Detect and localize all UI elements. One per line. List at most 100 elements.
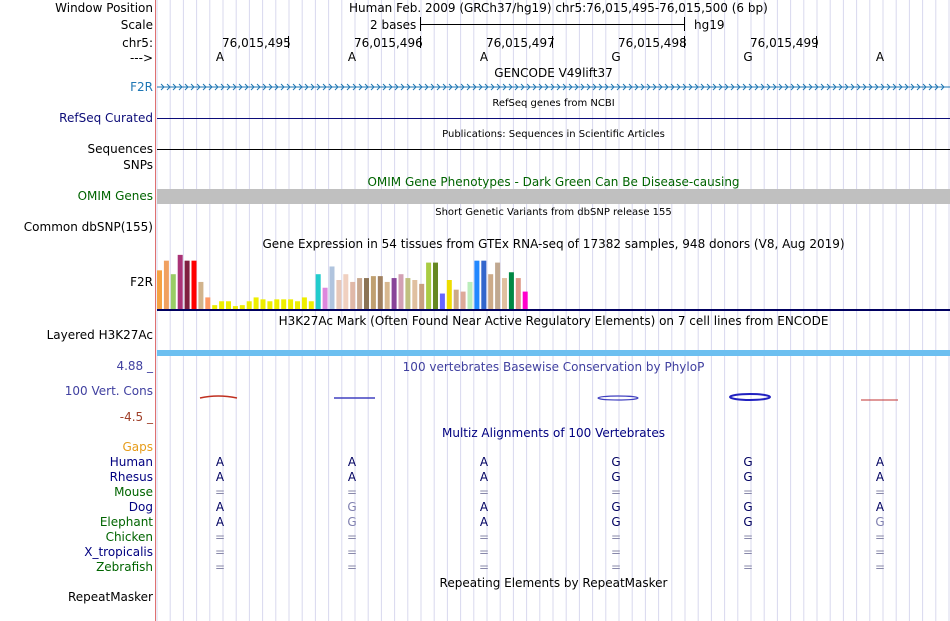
gtex-tissue-bar[interactable] xyxy=(522,291,528,309)
species-label[interactable]: Mouse xyxy=(114,485,153,499)
strand-chevron xyxy=(856,83,861,91)
gtex-tissue-bar[interactable] xyxy=(343,274,349,309)
gtex-tissue-bar[interactable] xyxy=(502,278,507,309)
repeatmasker-track-label[interactable]: RepeatMasker xyxy=(67,590,153,604)
gtex-tissue-bar[interactable] xyxy=(191,260,197,309)
gtex-tissue-bar[interactable] xyxy=(177,254,183,309)
gtex-tissue-bar[interactable] xyxy=(405,278,411,309)
gtex-tissue-bar[interactable] xyxy=(205,297,211,309)
gtex-tissue-bar[interactable] xyxy=(198,281,204,309)
alignment-base: = xyxy=(874,545,886,559)
gtex-tissue-bar[interactable] xyxy=(515,278,521,309)
gtex-tissue-bar[interactable] xyxy=(467,281,473,309)
gtex-tissue-bar[interactable] xyxy=(315,274,321,309)
f2r-gene-model[interactable] xyxy=(157,80,950,94)
strand-chevron xyxy=(262,83,267,91)
strand-chevron xyxy=(376,83,381,91)
gtex-tissue-bar[interactable] xyxy=(239,305,245,309)
gtex-tissue-bar[interactable] xyxy=(329,266,335,309)
strand-chevron xyxy=(202,83,207,91)
gtex-tissue-bar[interactable] xyxy=(274,299,280,309)
phylop-track-title: 100 vertebrates Basewise Conservation by… xyxy=(402,360,705,374)
gtex-expression-chart[interactable] xyxy=(157,250,950,312)
gtex-tissue-bar[interactable] xyxy=(295,301,300,309)
ruler-position-label: 76,015,498 xyxy=(618,36,687,50)
gtex-tissue-bar[interactable] xyxy=(219,301,225,309)
gtex-tissue-bar[interactable] xyxy=(301,297,307,309)
alignment-base: A xyxy=(215,515,225,529)
species-label[interactable]: Chicken xyxy=(105,530,153,544)
strand-chevron xyxy=(910,83,915,91)
strand-chevron xyxy=(406,83,411,91)
gtex-tissue-bar[interactable] xyxy=(253,297,259,309)
snps-label[interactable]: SNPs xyxy=(123,158,153,172)
gtex-tissue-bar[interactable] xyxy=(474,260,480,309)
species-label[interactable]: Rhesus xyxy=(109,470,153,484)
refseq-track-label[interactable]: RefSeq Curated xyxy=(59,111,153,125)
gtex-tissue-bar[interactable] xyxy=(184,260,190,309)
publications-sequence-line[interactable] xyxy=(157,149,950,150)
gtex-tissue-bar[interactable] xyxy=(495,262,501,309)
alignment-base: G xyxy=(875,515,885,529)
gtex-tissue-bar[interactable] xyxy=(336,280,342,309)
gaps-label[interactable]: Gaps xyxy=(122,440,153,454)
gtex-tissue-bar[interactable] xyxy=(157,270,162,309)
gtex-tissue-bar[interactable] xyxy=(357,278,363,309)
omim-track-label[interactable]: OMIM Genes xyxy=(77,189,153,203)
gencode-track-label[interactable]: F2R xyxy=(130,80,153,94)
species-label[interactable]: Zebrafish xyxy=(96,560,153,574)
gtex-tissue-bar[interactable] xyxy=(384,281,390,309)
h3k27ac-track-label[interactable]: Layered H3K27Ac xyxy=(46,328,153,342)
gtex-tissue-bar[interactable] xyxy=(370,276,376,309)
gtex-tissue-bar[interactable] xyxy=(322,287,328,309)
gtex-tissue-bar[interactable] xyxy=(267,301,273,309)
gtex-tissue-bar[interactable] xyxy=(460,291,466,309)
species-label[interactable]: Dog xyxy=(128,500,153,514)
gtex-tissue-bar[interactable] xyxy=(398,274,404,309)
dbsnp-track-label[interactable]: Common dbSNP(155) xyxy=(23,220,153,234)
gtex-tissue-bar[interactable] xyxy=(308,301,314,309)
alignment-base: G xyxy=(611,470,621,484)
strand-chevron xyxy=(346,83,351,91)
h3k27ac-signal[interactable] xyxy=(157,350,950,356)
gtex-tissue-bar[interactable] xyxy=(391,278,397,309)
strand-chevron xyxy=(538,83,543,91)
refseq-gene-line[interactable] xyxy=(157,118,950,119)
omim-gene-bar[interactable] xyxy=(157,189,950,204)
phylop-track-label[interactable]: 100 Vert. Cons xyxy=(64,384,153,398)
gtex-tissue-bar[interactable] xyxy=(488,274,494,309)
strand-chevron xyxy=(232,83,237,91)
strand-chevron xyxy=(568,83,573,91)
gtex-tissue-bar[interactable] xyxy=(350,281,356,309)
alignment-base: = xyxy=(610,560,622,574)
gtex-track-label[interactable]: F2R xyxy=(130,275,153,289)
gtex-tissue-bar[interactable] xyxy=(246,301,252,309)
species-label[interactable]: Human xyxy=(109,455,153,469)
gtex-tissue-bar[interactable] xyxy=(439,293,445,309)
gtex-tissue-bar[interactable] xyxy=(364,278,369,309)
alignment-base: = xyxy=(742,545,754,559)
scale-bar-left-tick xyxy=(420,17,421,31)
gtex-tissue-bar[interactable] xyxy=(433,262,438,309)
gtex-tissue-bar[interactable] xyxy=(426,262,432,309)
gtex-tissue-bar[interactable] xyxy=(508,272,514,309)
species-label[interactable]: Elephant xyxy=(99,515,153,529)
gtex-tissue-bar[interactable] xyxy=(212,305,218,309)
gtex-tissue-bar[interactable] xyxy=(446,280,452,309)
gtex-tissue-bar[interactable] xyxy=(226,301,231,309)
sequences-label[interactable]: Sequences xyxy=(87,142,153,156)
gtex-tissue-bar[interactable] xyxy=(481,260,487,309)
gtex-tissue-bar[interactable] xyxy=(377,276,383,309)
gtex-tissue-bar[interactable] xyxy=(453,289,459,309)
gtex-tissue-bar[interactable] xyxy=(412,280,418,309)
alignment-base: = xyxy=(874,560,886,574)
gtex-tissue-bar[interactable] xyxy=(288,299,294,309)
gtex-tissue-bar[interactable] xyxy=(419,283,425,309)
gtex-tissue-bar[interactable] xyxy=(163,260,169,309)
phylop-conservation-plot[interactable] xyxy=(157,388,950,408)
gtex-tissue-bar[interactable] xyxy=(281,299,287,309)
gtex-tissue-bar[interactable] xyxy=(232,306,238,309)
species-label[interactable]: X_tropicalis xyxy=(84,545,153,559)
gtex-tissue-bar[interactable] xyxy=(170,274,176,309)
gtex-tissue-bar[interactable] xyxy=(260,299,266,309)
